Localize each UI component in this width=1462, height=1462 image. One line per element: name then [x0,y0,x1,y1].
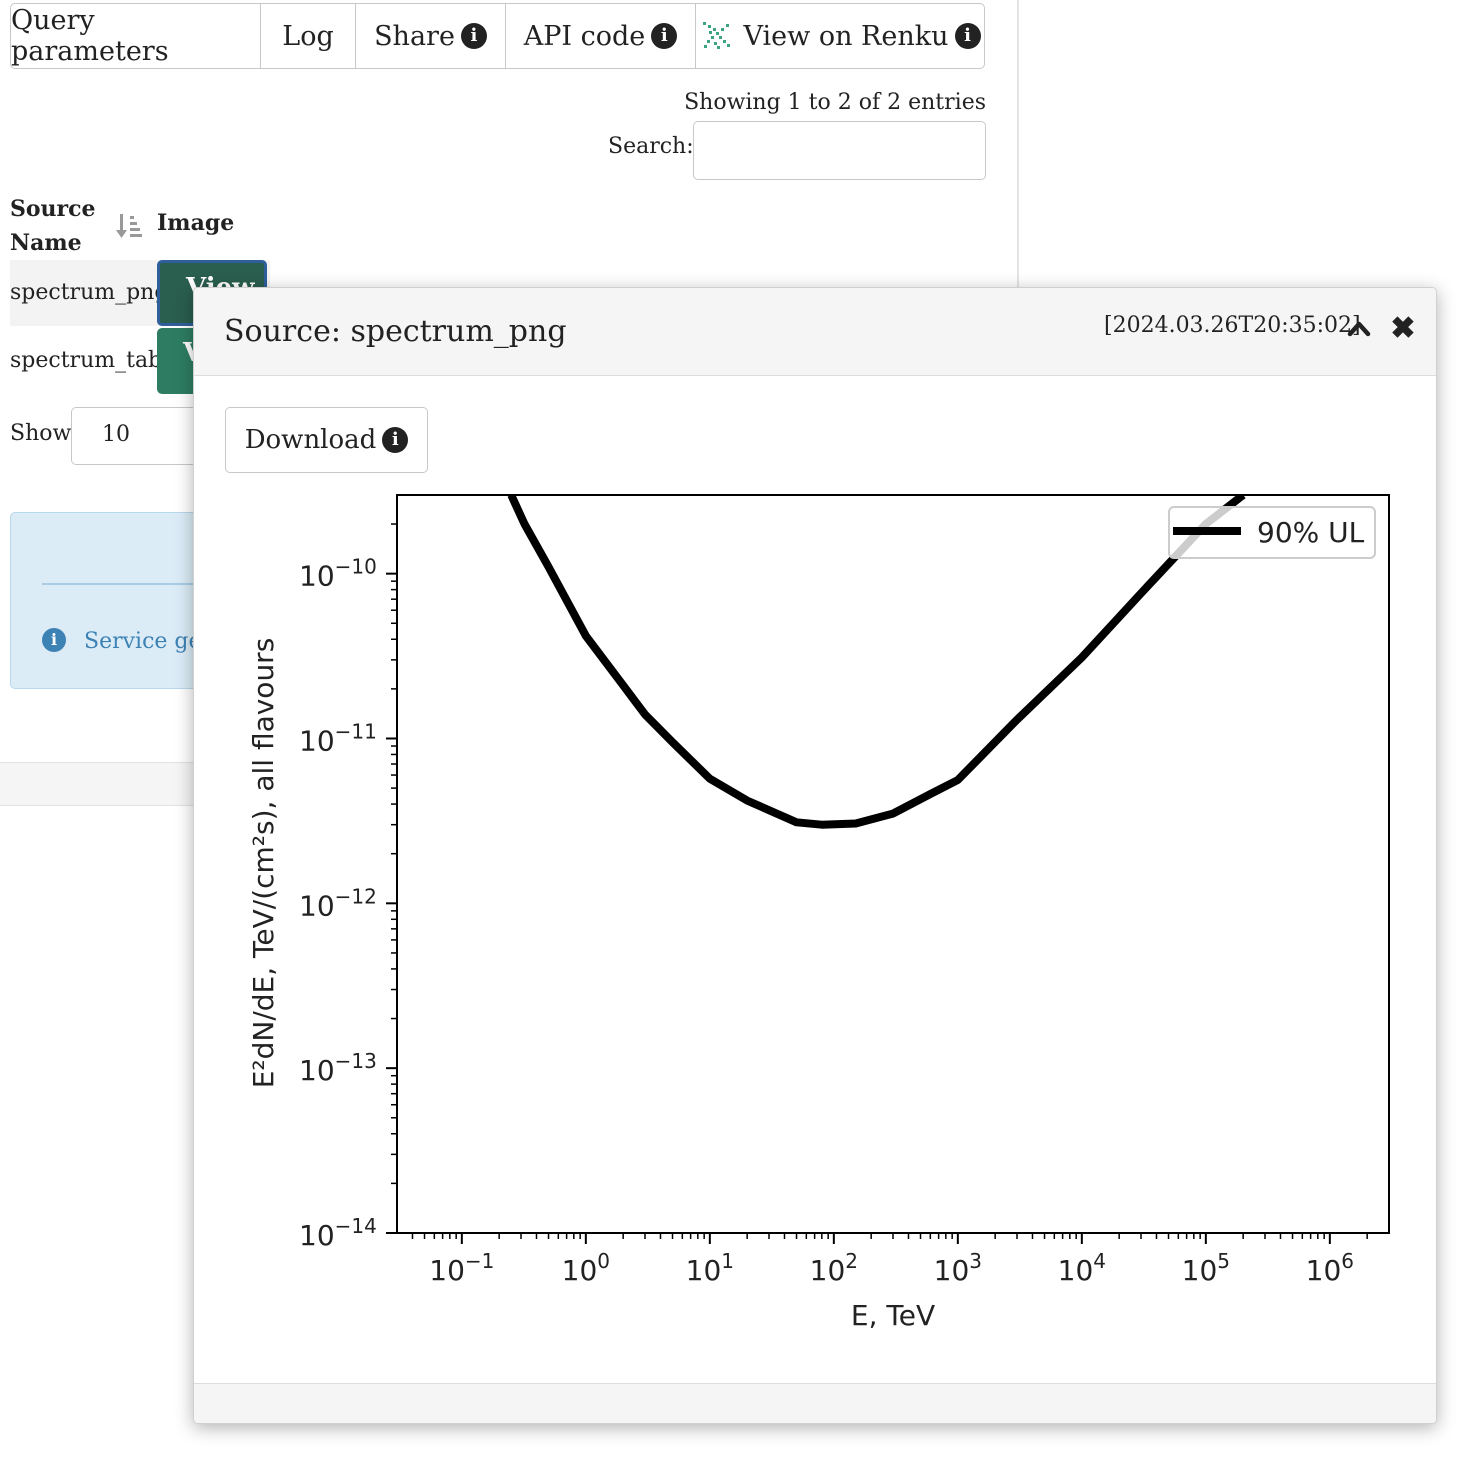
x-tick-label: 100 [562,1249,610,1287]
column-header-source-name[interactable]: Source Name [10,196,96,256]
tab-api-code[interactable]: API code i [506,4,696,68]
tab-query-parameters[interactable]: Query parameters [11,4,261,68]
x-tick-label: 103 [934,1249,982,1287]
download-label: Download [244,425,377,455]
y-tick-label: 10−13 [299,1049,377,1087]
chevron-up-icon[interactable] [1344,314,1374,344]
info-icon: i [42,628,66,652]
x-axis-label: E, TeV [851,1299,935,1332]
legend-box [1168,506,1376,559]
x-tick-label: 105 [1182,1249,1230,1287]
tab-log[interactable]: Log [261,4,356,68]
close-button[interactable]: ✖ [1390,311,1416,346]
panel-divider [1017,0,1019,287]
page-length-label: Show [10,421,72,446]
info-icon: i [382,427,409,453]
tab-view-on-renku-label: View on Renku [743,20,949,52]
renku-logo-icon [703,22,731,49]
y-tick-label: 10−11 [299,719,377,757]
image-modal: Source: spectrum_png [2024.03.26T20:35:0… [193,287,1437,1424]
info-icon: i [954,23,981,49]
plot-axes-frame [396,494,1390,1234]
legend-label: 90% UL [1257,516,1365,549]
x-tick-label: 10−1 [429,1249,494,1287]
y-tick-label: 10−10 [299,555,377,593]
modal-title: Source: spectrum_png [224,314,567,349]
info-icon: i [651,23,678,49]
tab-share[interactable]: Share i [356,4,506,68]
y-tick-label: 10−12 [299,884,377,922]
search-label: Search: [608,134,694,159]
tab-share-label: Share [374,20,455,52]
y-axis-label: E²dN/dE, TeV/(cm²s), all flavours [247,638,280,1089]
x-tick-label: 101 [686,1249,734,1287]
tab-api-code-label: API code [523,20,646,52]
spectrum-chart: 10−1 100 101 102 103 104 105 106 10−14 10−13 10−1… [247,494,1390,1332]
modal-footer [194,1383,1436,1423]
x-tick-label: 104 [1058,1249,1106,1287]
source-name-cell: spectrum_png [10,280,169,305]
alert-divider [42,583,302,585]
tab-view-on-renku[interactable]: View on Renku i [696,4,984,68]
x-tick-label: 106 [1306,1249,1354,1287]
column-header-image[interactable]: Image [157,210,235,236]
sort-icon[interactable] [115,212,143,240]
series-line-90-ul [507,495,1246,829]
y-tick-label: 10−14 [299,1214,377,1252]
modal-header[interactable]: Source: spectrum_png [2024.03.26T20:35:0… [194,288,1436,376]
modal-timestamp: [2024.03.26T20:35:02] [1104,313,1361,338]
download-button[interactable]: Download i [225,407,428,473]
result-tabs: Query parameters Log Share i API code i Vi… [10,3,985,69]
x-tick-label: 102 [810,1249,858,1287]
tab-query-parameters-label: Query parameters [11,5,169,67]
tab-log-label: Log [282,20,334,52]
minor-ticks [391,523,1368,1239]
source-name-cell: spectrum_table [10,348,183,373]
legend: 90% UL [1168,506,1376,559]
info-icon: i [460,23,487,49]
table-summary: Showing 1 to 2 of 2 entries [684,90,986,115]
search-input[interactable] [693,121,986,180]
